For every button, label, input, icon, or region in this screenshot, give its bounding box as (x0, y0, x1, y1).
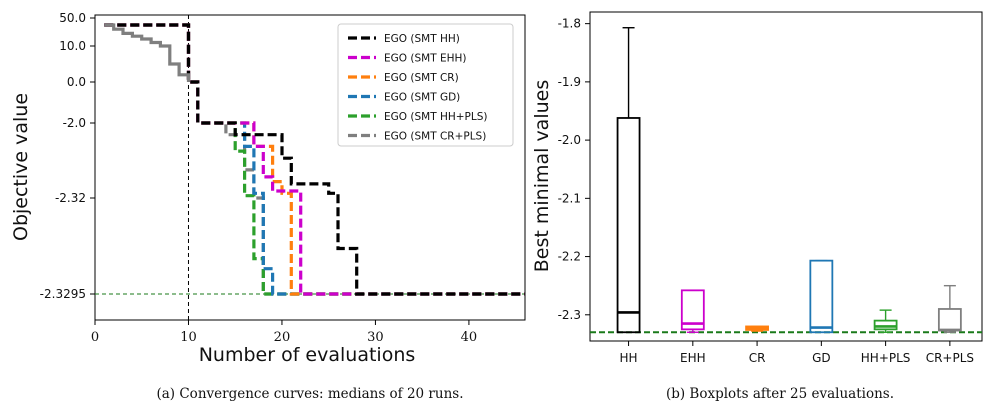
plot-frame-a (94, 14, 526, 321)
legend-label: EGO (SMT CR) (384, 72, 459, 84)
y-tick-label-b: -1.8 (558, 17, 581, 31)
box (616, 117, 641, 334)
boxplot-ehh (680, 289, 705, 333)
boxplot-hh (616, 27, 641, 334)
y-tick-label-b: -1.9 (558, 75, 581, 89)
box (809, 259, 834, 334)
y-axis-label-a: Objective value (10, 93, 32, 241)
x-tick-label-b: CR+PLS (926, 351, 974, 365)
convergence-chart: 0 10 20 30 40 50.0 10.0 0.0 -2.0 -2.32 -2.3295 EGO… (10, 11, 526, 402)
x-tick-label-a: 20 (274, 330, 291, 345)
x-tick-label-b: HH+PLS (861, 351, 911, 365)
legend-label: EGO (SMT GD) (384, 92, 460, 104)
initial-descent-line (104, 23, 191, 83)
series-line (104, 23, 525, 296)
boxplot-cr (745, 325, 769, 332)
boxplot-gd (809, 259, 834, 334)
y-tick-label-a: -2.0 (63, 116, 86, 130)
box (680, 289, 705, 331)
caption-b: (b) Boxplots after 25 evaluations. (666, 386, 894, 402)
legend-label: EGO (SMT EHH) (384, 53, 466, 65)
box (873, 319, 898, 331)
legend-label: EGO (SMT HH+PLS) (384, 111, 487, 123)
series-line (104, 23, 525, 296)
x-tick-label-a: 0 (91, 330, 99, 345)
y-tick-label-a: 50.0 (59, 11, 86, 25)
y-tick-label-b: -2.3 (558, 308, 581, 322)
y-tick-label-a: -2.32 (55, 191, 86, 205)
legend-label: EGO (SMT CR+PLS) (384, 131, 486, 143)
y-tick-label-a: -2.3295 (40, 287, 86, 301)
boxplot-cr-pls (937, 284, 962, 333)
boxplot-hh-pls (873, 309, 898, 333)
y-tick-label-b: -2.0 (558, 133, 581, 147)
legend-box (337, 23, 514, 147)
x-tick-label-a: 10 (180, 330, 197, 345)
caption-a: (a) Convergence curves: medians of 20 ru… (156, 386, 463, 402)
box (937, 308, 962, 332)
legend-label: EGO (SMT HH) (384, 33, 460, 45)
y-axis-label-b: Best minimal values (531, 80, 553, 273)
y-tick-label-b: -2.2 (558, 250, 581, 264)
x-tick-label-b: GD (812, 351, 831, 365)
legend: EGO (SMT HH) EGO (SMT EHH) EGO (SMT CR) EGO… (337, 23, 514, 147)
boxplot-chart: -1.8 -1.9 -2.0 -2.1 -2.2 -2.3 HH EHH CR GD HH+PLS C… (531, 11, 983, 402)
series-line (104, 23, 525, 296)
y-tick-label-a: 0.0 (67, 75, 86, 89)
x-axis-label-a: Number of evaluations (199, 344, 416, 366)
x-tick-label-b: EHH (680, 351, 706, 365)
x-tick-label-a: 40 (461, 330, 478, 345)
plot-frame-b (589, 11, 983, 342)
y-tick-label-a: 10.0 (59, 39, 86, 53)
y-tick-label-b: -2.1 (558, 191, 581, 205)
x-tick-label-b: CR (749, 351, 766, 365)
x-tick-label-a: 30 (367, 330, 384, 345)
x-tick-label-b: HH (620, 351, 638, 365)
